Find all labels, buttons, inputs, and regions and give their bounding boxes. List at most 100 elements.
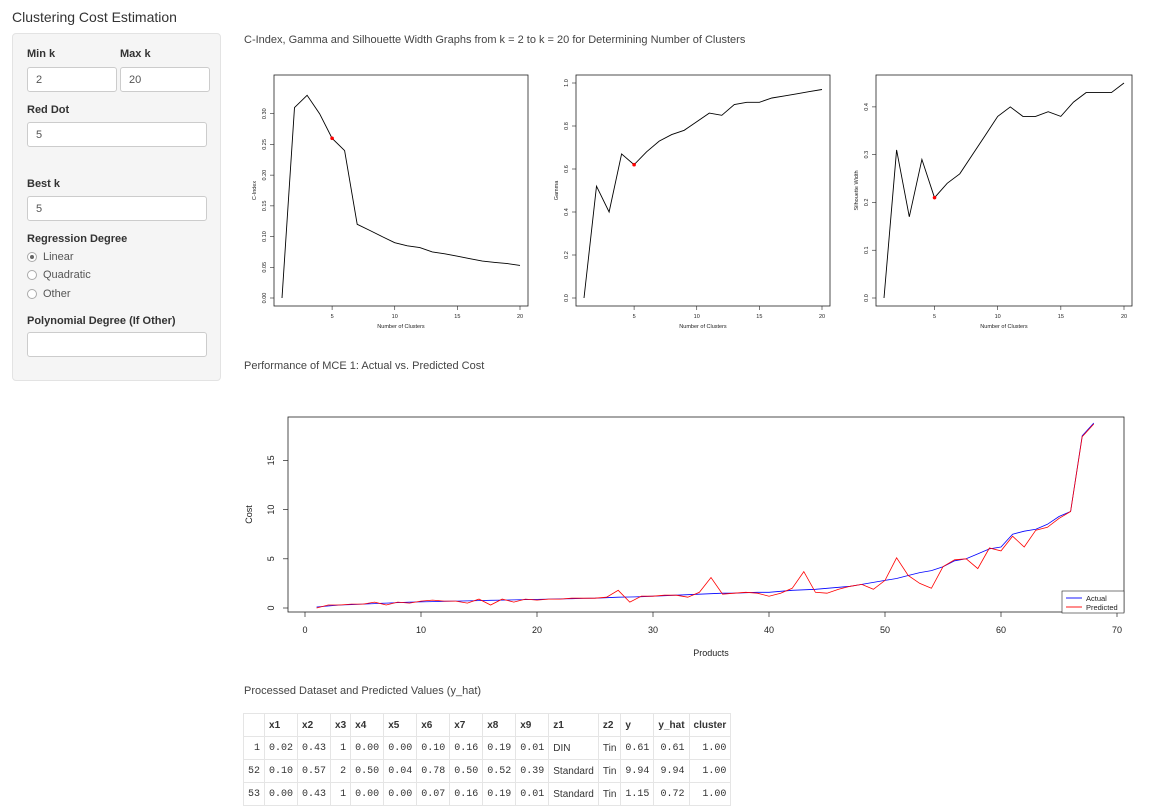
data-table: x1 x2 x3 x4 x5 x6 x7 x8 x9 z1 z2 y y_hat cluster 1 0.0…	[242, 713, 732, 806]
table-cell: 0.00	[264, 782, 299, 806]
table-cell: Standard	[548, 782, 599, 806]
graphs-title: C-Index, Gamma and Silhouette Width Grap…	[244, 34, 746, 46]
x-tick-label: 5	[331, 314, 334, 320]
column-header: x6	[416, 713, 451, 737]
legend-box	[1061, 590, 1125, 614]
x-tick-label: 10	[416, 625, 426, 635]
table-cell: 0.01	[515, 736, 550, 760]
gamma-chart: 5 10 15 20 0.0 0.2 0.4 0.6 0.8 1.0 Number of Clust…	[554, 74, 831, 330]
table-cell: 0.00	[383, 736, 418, 760]
table-row: 1 0.02 0.43 1 0.00 0.00 0.10 0.16 0.19 0.01 DIN Tin…	[242, 736, 732, 760]
poly-degree-input[interactable]	[27, 332, 207, 357]
table-body: 1 0.02 0.43 1 0.00 0.00 0.10 0.16 0.19 0.01 DIN Tin…	[242, 736, 732, 806]
y-tick-label: 0.15	[262, 200, 268, 211]
radio-unchecked-icon[interactable]	[27, 289, 37, 299]
table-cell: 0.10	[416, 736, 451, 760]
poly-degree-label: Polynomial Degree (If Other)	[27, 315, 176, 327]
plot-frame	[575, 74, 831, 307]
table-cell: 0.04	[383, 759, 418, 783]
x-tick-label: 20	[517, 314, 523, 320]
table-header-row: x1 x2 x3 x4 x5 x6 x7 x8 x9 z1 z2 y y_hat cluster	[242, 713, 732, 737]
table-cell: 0.50	[350, 759, 385, 783]
table-cell: 0.01	[515, 782, 550, 806]
plot-frame	[875, 74, 1133, 307]
x-axis-label: Products	[693, 648, 729, 658]
table-cell: 1	[330, 782, 352, 806]
sidebar-panel: Min k Max k Red Dot Best k Regression De…	[12, 33, 221, 381]
table-cell: 0.00	[383, 782, 418, 806]
table-cell: 1.00	[688, 736, 732, 760]
x-tick-label: 10	[995, 314, 1001, 320]
table-cell: 0.61	[620, 736, 655, 760]
y-tick-label: 0.30	[262, 108, 268, 119]
x-tick-label: 15	[1058, 314, 1064, 320]
table-cell: 0.00	[350, 736, 385, 760]
x-tick-label: 60	[996, 625, 1006, 635]
y-tick-label: 0.4	[564, 208, 570, 216]
table-cell: 0.43	[297, 782, 332, 806]
table-cell: 0.39	[515, 759, 550, 783]
table-cell: Tin	[597, 759, 622, 783]
y-tick-label: 0.0	[564, 294, 570, 302]
table-cell: 0.19	[482, 782, 517, 806]
column-header: y_hat	[653, 713, 690, 737]
radio-quadratic-label: Quadratic	[43, 269, 91, 281]
y-tick-label: 0.4	[864, 103, 870, 111]
x-tick-label: 10	[694, 314, 700, 320]
best-k-input[interactable]	[27, 196, 207, 221]
max-k-input[interactable]	[120, 67, 210, 92]
radio-quadratic[interactable]: Quadratic	[27, 269, 91, 281]
table-cell: 0.50	[449, 759, 484, 783]
table-cell: 0.10	[264, 759, 299, 783]
x-tick-label: 5	[933, 314, 936, 320]
x-axis-label: Number of Clusters	[980, 324, 1028, 330]
app-title: Clustering Cost Estimation	[12, 9, 177, 25]
table-cell: 1	[330, 736, 352, 760]
table-cell: DIN	[548, 736, 599, 760]
y-axis-label: Silhouette Width	[854, 170, 860, 210]
table-cell: 52	[242, 759, 266, 783]
x-tick-label: 5	[633, 314, 636, 320]
radio-linear-label: Linear	[43, 251, 74, 263]
column-header: x5	[383, 713, 418, 737]
y-tick-label: 1.0	[564, 79, 570, 87]
series-line-actual	[316, 422, 1095, 608]
x-tick-label: 10	[392, 314, 398, 320]
radio-other[interactable]: Other	[27, 288, 71, 300]
y-tick-label: 0.05	[262, 262, 268, 273]
x-tick-label: 0	[302, 625, 307, 635]
radio-checked-icon[interactable]	[27, 252, 37, 262]
radio-other-label: Other	[43, 288, 71, 300]
min-k-input[interactable]	[27, 67, 117, 92]
red-dot-input[interactable]	[27, 122, 207, 147]
x-tick-label: 50	[880, 625, 890, 635]
x-axis-label: Number of Clusters	[679, 324, 727, 330]
red-dot-label: Red Dot	[27, 104, 70, 116]
x-tick-label: 40	[764, 625, 774, 635]
legend-label: Actual	[1086, 594, 1107, 603]
y-tick-label: 0.00	[262, 293, 268, 304]
table-cell: 0.00	[350, 782, 385, 806]
x-axis-label: Number of Clusters	[377, 324, 425, 330]
table-cell: 0.16	[449, 736, 484, 760]
table-cell: 0.78	[416, 759, 451, 783]
table-title: Processed Dataset and Predicted Values (…	[244, 685, 482, 697]
x-tick-label: 15	[454, 314, 460, 320]
radio-unchecked-icon[interactable]	[27, 270, 37, 280]
column-header: z2	[597, 713, 622, 737]
best-k-label: Best k	[27, 178, 61, 190]
table-cell: 1.00	[688, 759, 732, 783]
table-cell: 1	[242, 736, 266, 760]
y-tick-label: 0.6	[564, 165, 570, 173]
y-axis-label: Cost	[244, 505, 254, 524]
y-axis-label: Gamma	[554, 180, 560, 201]
table-cell: 0.72	[653, 782, 690, 806]
series-line	[281, 94, 521, 299]
x-tick-label: 20	[532, 625, 542, 635]
red-dot-marker	[932, 195, 937, 200]
column-header	[242, 713, 266, 737]
radio-linear[interactable]: Linear	[27, 251, 74, 263]
y-tick-label: 0.20	[262, 170, 268, 181]
table-cell: 0.07	[416, 782, 451, 806]
table-cell: 9.94	[620, 759, 655, 783]
